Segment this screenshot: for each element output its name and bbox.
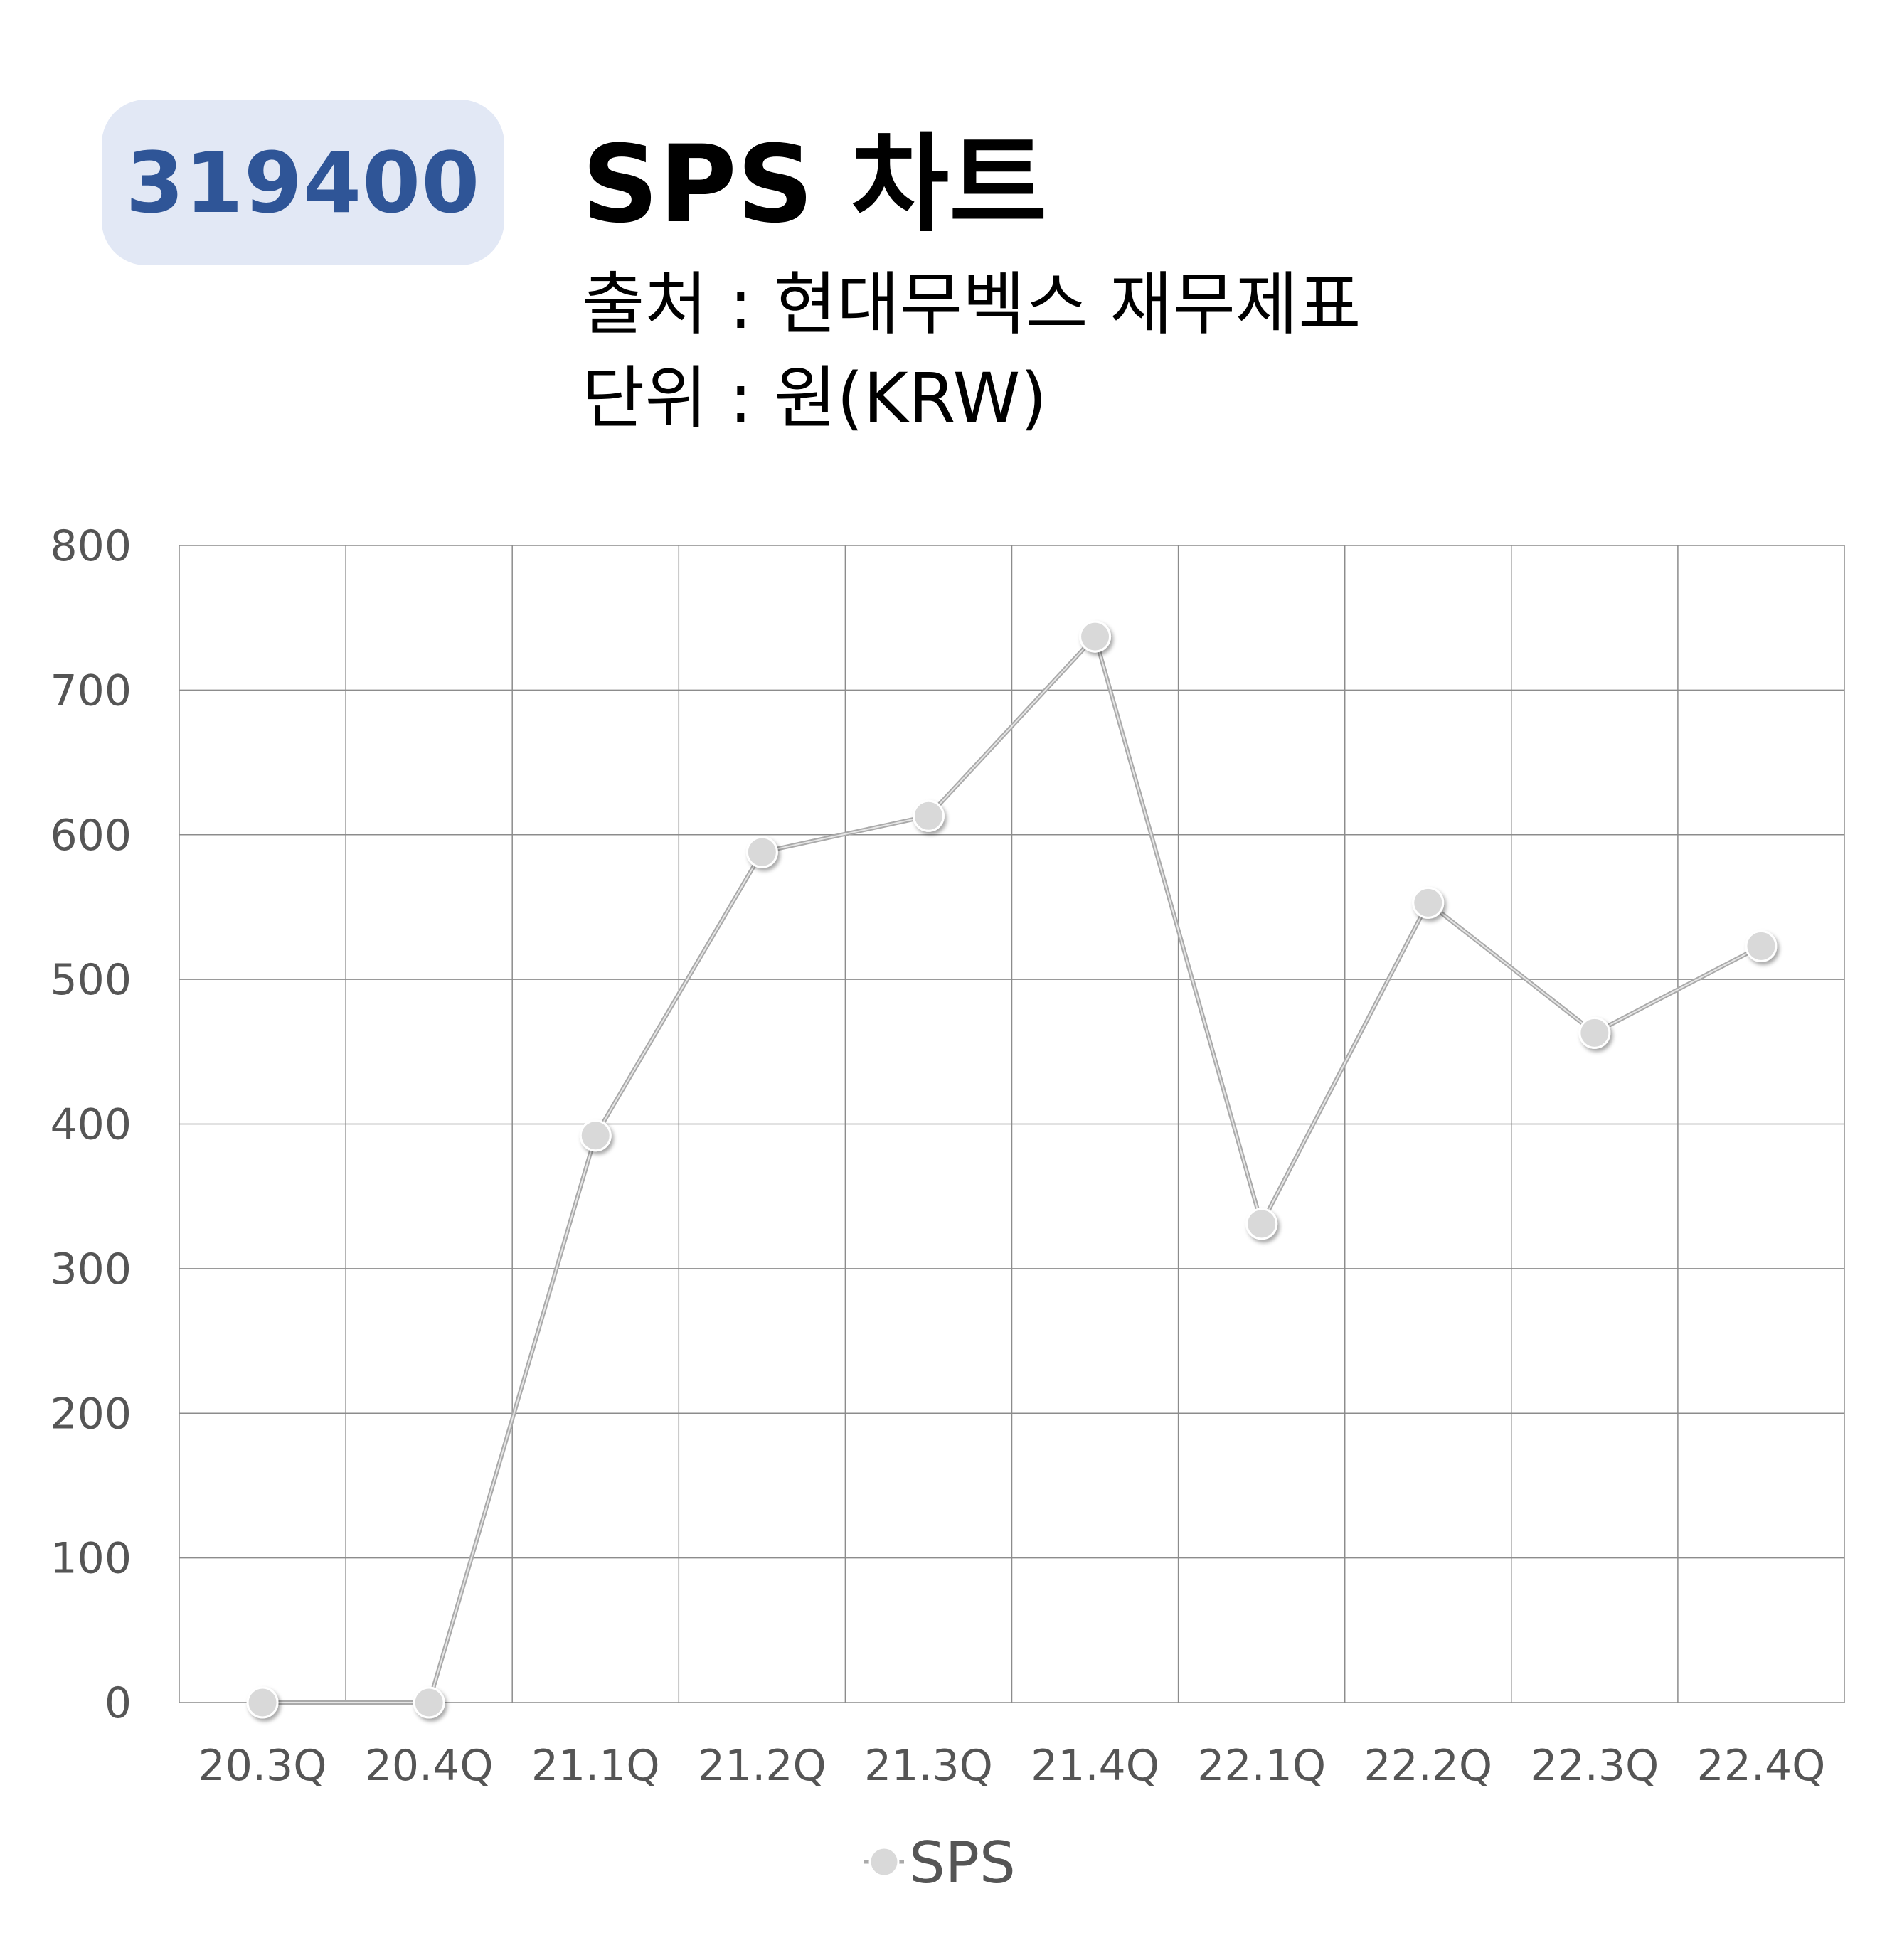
data-point [745,836,778,868]
legend-marker [868,1846,900,1878]
data-point [1745,930,1778,962]
grid-lines [179,545,1845,1703]
y-tick-label: 600 [50,811,132,861]
y-axis-ticks: 0 100 200 300 400 500 600 700 800 [50,521,132,1728]
y-tick-label: 300 [50,1245,132,1294]
data-point [579,1119,612,1152]
data-point [1412,886,1445,919]
x-tick-label: 21.1Q [531,1741,660,1791]
x-tick-label: 22.1Q [1197,1741,1326,1791]
data-point [912,799,945,832]
x-axis-ticks: 20.3Q 20.4Q 21.1Q 21.2Q 21.3Q 21.4Q 22.1Q 22.2Q… [198,1741,1826,1791]
legend-label: SPS [909,1830,1016,1896]
series-line-highlight [262,635,1762,1703]
x-tick-label: 20.3Q [198,1741,327,1791]
legend: SPS [864,1830,1016,1896]
y-tick-label: 800 [50,521,132,571]
chart-title: SPS 차트 [582,123,1048,247]
data-point [1578,1016,1611,1049]
y-tick-label: 400 [50,1100,132,1150]
x-tick-label: 22.3Q [1530,1741,1659,1791]
x-tick-label: 21.3Q [864,1741,993,1791]
x-tick-label: 22.4Q [1697,1741,1826,1791]
data-point [1245,1208,1278,1240]
y-tick-label: 0 [105,1678,132,1728]
x-tick-label: 22.2Q [1364,1741,1492,1791]
unit-note: 단위 : 원(KRW) [582,358,1047,438]
x-tick-label: 21.2Q [698,1741,827,1791]
data-point [413,1686,445,1719]
y-tick-label: 100 [50,1534,132,1584]
y-tick-label: 700 [50,666,132,715]
y-tick-label: 200 [50,1389,132,1439]
source-note: 출처 : 현대무벡스 재무제표 [582,265,1361,344]
x-tick-label: 20.4Q [365,1741,494,1791]
series-sps [246,620,1778,1719]
x-tick-label: 21.4Q [1031,1741,1159,1791]
data-point [1079,620,1112,653]
data-point [246,1686,279,1719]
stock-code-badge: 319400 [102,100,504,265]
y-tick-label: 500 [50,955,132,1005]
